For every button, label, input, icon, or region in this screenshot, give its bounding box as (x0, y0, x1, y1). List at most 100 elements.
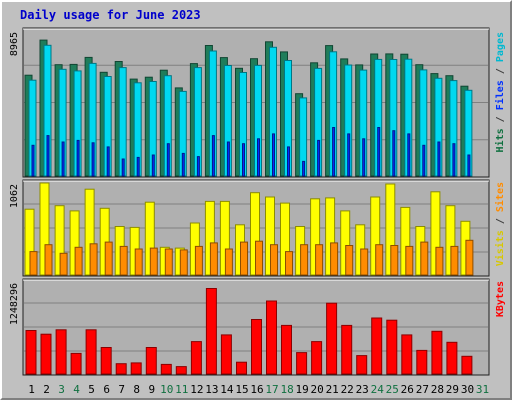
series-label-part: Sites (494, 182, 506, 212)
series-label-bottom: KBytes (495, 281, 506, 317)
bar-sites-19 (300, 244, 309, 276)
bar-pages-3 (61, 141, 65, 177)
bar-sites-8 (134, 248, 143, 276)
bar-pages-16 (257, 138, 260, 177)
series-label-part: / (495, 110, 506, 128)
bar-sites-23 (360, 248, 369, 276)
day-label-19: 19 (295, 383, 308, 396)
bar-sites-11 (179, 249, 188, 276)
bar-sites-14 (224, 248, 233, 276)
bar-kbytes-3 (55, 329, 67, 375)
series-label-part: / (495, 212, 506, 230)
bar-sites-25 (390, 245, 399, 276)
day-label-21: 21 (326, 383, 339, 396)
bar-pages-23 (362, 138, 366, 177)
bar-kbytes-14 (220, 334, 232, 375)
day-label-17: 17 (265, 383, 278, 396)
bar-sites-21 (330, 242, 339, 276)
day-label-13: 13 (205, 383, 218, 396)
day-label-8: 8 (133, 383, 140, 396)
bar-pages-11 (181, 152, 185, 177)
bar-pages-26 (407, 133, 411, 177)
bar-pages-29 (452, 143, 456, 177)
bar-pages-13 (211, 135, 215, 177)
chart-title: Daily usage for June 2023 (20, 8, 201, 22)
bar-kbytes-12 (190, 341, 202, 375)
day-label-2: 2 (43, 383, 50, 396)
bar-pages-21 (332, 127, 336, 177)
bar-pages-17 (272, 133, 275, 177)
bar-kbytes-11 (175, 366, 187, 375)
day-label-4: 4 (73, 383, 80, 396)
day-label-15: 15 (235, 383, 248, 396)
bar-kbytes-25 (386, 319, 398, 375)
bar-sites-22 (345, 245, 354, 276)
bar-sites-30 (465, 239, 474, 276)
bar-sites-7 (119, 245, 128, 276)
day-label-27: 27 (416, 383, 429, 396)
series-label-part: KBytes (495, 281, 506, 317)
day-label-1: 1 (28, 383, 35, 396)
bar-sites-10 (164, 248, 173, 276)
bar-kbytes-27 (416, 349, 428, 375)
bar-pages-19 (302, 160, 306, 177)
bar-sites-26 (405, 245, 414, 276)
bar-kbytes-26 (401, 334, 413, 375)
day-label-23: 23 (356, 383, 369, 396)
bar-sites-3 (59, 252, 68, 276)
bar-kbytes-1 (25, 330, 37, 375)
bar-kbytes-22 (341, 324, 353, 375)
day-label-30: 30 (461, 383, 474, 396)
bar-sites-6 (104, 241, 113, 276)
bar-pages-30 (467, 154, 471, 177)
bar-pages-14 (226, 141, 230, 177)
day-label-10: 10 (160, 383, 173, 396)
bar-pages-27 (422, 144, 426, 177)
bar-pages-18 (287, 146, 290, 177)
day-label-3: 3 (58, 383, 65, 396)
bar-sites-12 (194, 245, 203, 276)
bar-sites-2 (44, 244, 53, 276)
max-label-top: 8965 (9, 32, 20, 56)
bar-pages-15 (242, 143, 245, 177)
bar-kbytes-4 (70, 352, 82, 375)
bar-sites-15 (240, 241, 248, 276)
day-label-11: 11 (175, 383, 188, 396)
day-label-7: 7 (118, 383, 125, 396)
day-label-18: 18 (280, 383, 293, 396)
max-label-bottom: 1248296 (9, 283, 20, 325)
series-label-part: Pages (495, 32, 506, 62)
day-label-9: 9 (148, 383, 155, 396)
day-label-20: 20 (310, 383, 323, 396)
bar-pages-7 (121, 158, 125, 177)
bar-sites-16 (255, 240, 263, 276)
day-label-31: 31 (476, 383, 489, 396)
day-label-24: 24 (371, 383, 385, 396)
series-label-part: / (495, 62, 506, 80)
day-label-22: 22 (341, 383, 354, 396)
bar-pages-22 (347, 133, 351, 177)
series-label-part: Hits (494, 128, 506, 152)
bar-sites-20 (315, 244, 324, 276)
bar-kbytes-10 (160, 363, 172, 375)
day-label-12: 12 (190, 383, 203, 396)
bar-sites-28 (435, 246, 444, 276)
bar-sites-9 (149, 247, 158, 276)
bar-sites-18 (285, 251, 293, 276)
bar-kbytes-18 (281, 324, 292, 375)
bar-pages-25 (392, 130, 396, 177)
bar-kbytes-7 (115, 363, 127, 375)
bar-sites-24 (375, 244, 384, 276)
bar-pages-2 (46, 135, 50, 177)
bar-pages-12 (196, 156, 200, 177)
bar-pages-28 (437, 141, 441, 177)
bar-kbytes-2 (40, 333, 52, 375)
bar-pages-24 (377, 127, 381, 177)
bar-pages-1 (31, 144, 35, 177)
series-label-part: Visits (494, 230, 506, 266)
series-label-top: Hits / Files / Pages (494, 32, 506, 152)
day-label-25: 25 (386, 383, 399, 396)
bar-sites-13 (209, 242, 218, 276)
day-label-28: 28 (431, 383, 444, 396)
